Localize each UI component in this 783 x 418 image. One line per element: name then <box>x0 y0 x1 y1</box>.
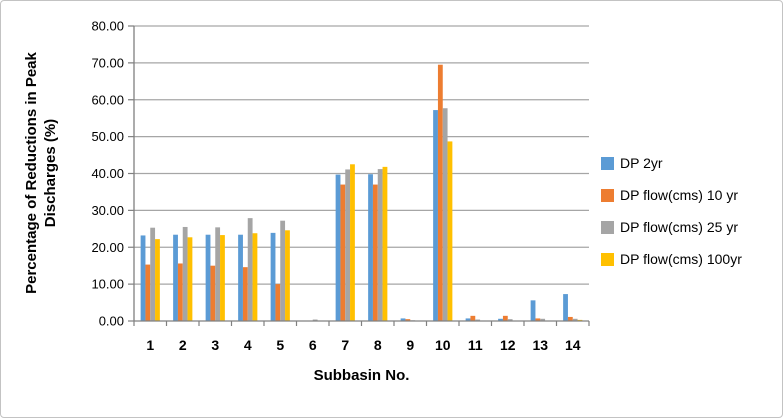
y-tick-label-70: 70.00 <box>91 55 124 70</box>
bar-series2-cat8 <box>372 184 378 321</box>
bar-series2-cat7 <box>340 184 346 321</box>
bar-series2-cat10 <box>437 64 443 321</box>
x-tick-label-4: 4 <box>244 337 252 353</box>
bar-series3-cat7 <box>345 169 351 321</box>
legend-swatch-icon <box>601 252 614 266</box>
x-tick-label-3: 3 <box>211 337 219 353</box>
legend-label: DP flow(cms) 100yr <box>620 251 742 267</box>
bar-series1-cat8 <box>368 174 373 321</box>
bar-series3-cat2 <box>182 226 188 321</box>
bar-series1-cat3 <box>205 234 211 321</box>
bar-series3-cat5 <box>280 220 286 321</box>
legend-swatch-icon <box>601 188 614 202</box>
x-tick-label-7: 7 <box>341 337 349 353</box>
bar-series2-cat14 <box>567 316 573 321</box>
bar-series1-cat1 <box>140 235 146 321</box>
bar-series2-cat5 <box>275 284 281 321</box>
bar-series1-cat13 <box>530 300 536 321</box>
legend-item-2: DP flow(cms) 10 yr <box>601 187 742 203</box>
bar-series3-cat8 <box>377 169 383 321</box>
bar-series3-cat13 <box>540 318 546 321</box>
x-tick-label-5: 5 <box>276 337 284 353</box>
legend-item-3: DP flow(cms) 25 yr <box>601 219 742 235</box>
bar-series2-cat3 <box>210 265 216 321</box>
x-tick-label-14: 14 <box>565 337 581 353</box>
bar-series2-cat9 <box>405 319 411 321</box>
legend-label: DP flow(cms) 10 yr <box>620 187 738 203</box>
x-tick-label-9: 9 <box>406 337 414 353</box>
bar-series3-cat10 <box>442 108 448 321</box>
bar-series3-cat11 <box>475 319 481 321</box>
x-tick-label-1: 1 <box>146 337 154 353</box>
bar-series3-cat12 <box>507 319 513 321</box>
y-tick-label-30: 30.00 <box>91 203 124 218</box>
bar-series1-cat11 <box>465 318 471 321</box>
bar-series3-cat3 <box>215 227 221 321</box>
x-tick-label-2: 2 <box>179 337 187 353</box>
bar-series3-cat14 <box>572 318 578 321</box>
legend-label: DP 2yr <box>620 155 663 171</box>
bar-series2-cat12 <box>502 315 508 321</box>
y-tick-label-20: 20.00 <box>91 240 124 255</box>
bar-series4-cat4 <box>252 233 258 321</box>
x-tick-label-11: 11 <box>468 337 483 353</box>
bar-series1-cat12 <box>498 318 503 321</box>
y-tick-label-40: 40.00 <box>91 166 124 181</box>
bar-series3-cat6 <box>312 319 318 321</box>
bar-series4-cat2 <box>187 237 193 321</box>
bar-series2-cat1 <box>145 264 151 321</box>
legend-item-1: DP 2yr <box>601 155 742 171</box>
bar-series1-cat9 <box>400 318 406 321</box>
y-tick-label-60: 60.00 <box>91 92 124 107</box>
x-tick-label-12: 12 <box>500 337 516 353</box>
legend-swatch-icon <box>601 220 614 234</box>
legend-label: DP flow(cms) 25 yr <box>620 219 738 235</box>
bar-series4-cat5 <box>285 230 290 321</box>
bar-series1-cat4 <box>238 234 243 321</box>
bar-series3-cat4 <box>247 218 253 321</box>
legend-swatch-icon <box>601 156 614 170</box>
x-tick-label-8: 8 <box>374 337 382 353</box>
bar-series2-cat4 <box>242 267 248 321</box>
bar-series4-cat8 <box>382 166 388 321</box>
y-tick-label-0: 0.00 <box>99 314 124 329</box>
bar-series2-cat11 <box>470 315 476 321</box>
bar-series4-cat7 <box>350 164 355 321</box>
x-tick-label-13: 13 <box>532 337 548 353</box>
legend: DP 2yr DP flow(cms) 10 yr DP flow(cms) 25 … <box>601 155 742 267</box>
x-tick-label-6: 6 <box>309 337 317 353</box>
bar-series1-cat10 <box>433 110 438 321</box>
bar-series1-cat2 <box>173 234 178 321</box>
bar-series2-cat2 <box>177 263 183 321</box>
y-tick-label-10: 10.00 <box>91 277 124 292</box>
bar-series4-cat3 <box>220 235 225 321</box>
x-axis-title: Subbasin No. <box>313 367 410 384</box>
bar-series4-cat10 <box>447 141 453 321</box>
bar-series1-cat7 <box>335 174 341 321</box>
bar-series4-cat1 <box>155 239 160 321</box>
bar-series2-cat13 <box>535 318 541 321</box>
x-tick-label-10: 10 <box>435 337 451 353</box>
bar-series1-cat5 <box>270 232 276 321</box>
y-tick-label-80: 80.00 <box>91 19 124 34</box>
bar-series3-cat1 <box>150 227 156 321</box>
legend-item-4: DP flow(cms) 100yr <box>601 251 742 267</box>
y-tick-label-50: 50.00 <box>91 129 124 144</box>
bar-series1-cat14 <box>563 294 568 321</box>
